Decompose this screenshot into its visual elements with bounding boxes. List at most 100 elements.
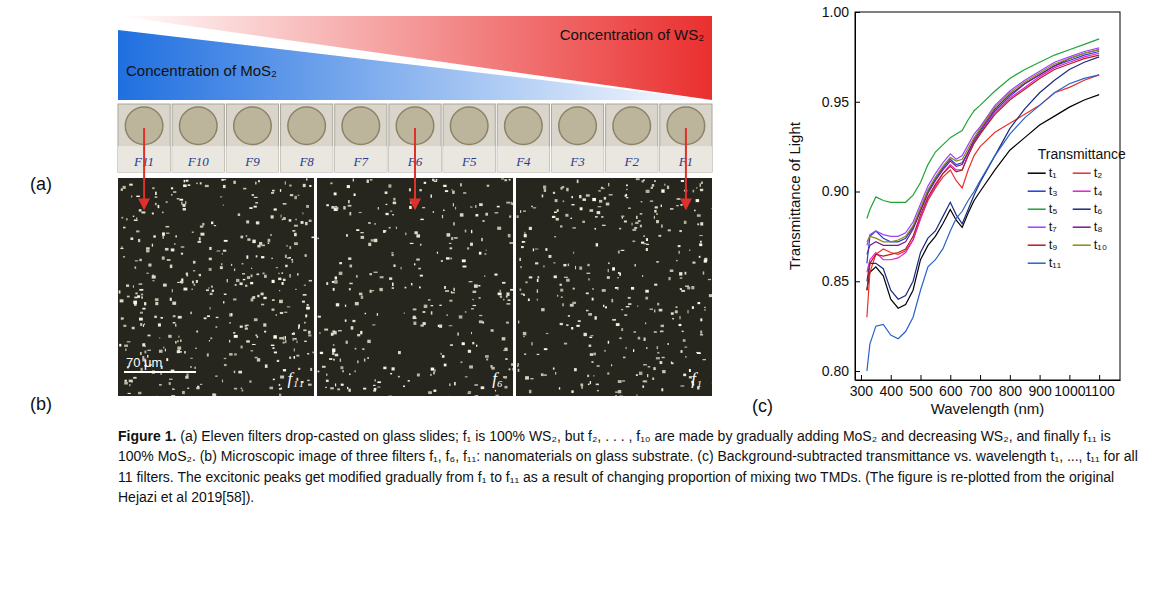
speckle (602, 225, 606, 226)
speckle (268, 239, 271, 242)
speckle (347, 387, 348, 389)
speckle (171, 194, 172, 196)
speckle (389, 396, 392, 397)
speckle (622, 380, 625, 381)
speckle (517, 215, 519, 218)
speckle (504, 386, 507, 389)
speckle (251, 268, 252, 269)
speckle (205, 185, 209, 187)
speckle (349, 283, 352, 284)
speckle (360, 331, 362, 334)
speckle (121, 217, 123, 219)
tick-label: 1100 (1085, 383, 1115, 399)
speckle (133, 301, 137, 304)
speckle (294, 348, 295, 351)
speckle (605, 306, 607, 308)
speckle (672, 318, 674, 319)
speckle (192, 281, 194, 284)
speckle (158, 205, 160, 208)
speckle (503, 376, 507, 378)
speckle (341, 384, 343, 386)
speckle (281, 388, 282, 390)
speckle (185, 201, 186, 204)
speckle (180, 339, 181, 341)
speckle (451, 237, 453, 240)
speckle (581, 386, 583, 389)
micrograph: f₁ (516, 178, 716, 399)
speckle (351, 326, 354, 329)
speckle (377, 387, 380, 388)
speckle (494, 274, 497, 276)
speckle (476, 345, 477, 347)
speckle (306, 178, 307, 180)
speckle (643, 179, 645, 180)
slide-glass (226, 104, 278, 172)
speckle (304, 322, 305, 324)
speckle (304, 285, 306, 286)
speckle (656, 220, 659, 223)
speckle (241, 388, 243, 389)
figure-canvas: Concentration of MoS₂Concentration of WS… (0, 0, 1153, 603)
speckle (562, 186, 564, 188)
speckle (468, 391, 471, 392)
speckle (289, 357, 291, 359)
speckle (283, 337, 284, 338)
speckle (687, 287, 690, 290)
speckle (510, 289, 513, 291)
speckle (431, 311, 433, 314)
speckle (661, 388, 663, 391)
speckle (708, 279, 711, 280)
speckle (414, 263, 415, 265)
speckle (357, 360, 358, 363)
tick-mark (855, 192, 860, 193)
speckle (468, 350, 471, 353)
legend-label: t₂ (1094, 165, 1103, 180)
speckle (656, 357, 660, 359)
speckle (465, 376, 468, 377)
speckle (147, 350, 150, 351)
speckle (560, 289, 563, 292)
speckle (136, 230, 140, 232)
speckle (419, 189, 422, 191)
speckle (367, 180, 369, 183)
speckle (654, 310, 655, 313)
speckle (270, 234, 272, 235)
speckle (541, 308, 544, 311)
speckle (618, 380, 622, 383)
slide-glass (551, 104, 603, 172)
speckle (455, 207, 456, 210)
speckle (276, 314, 277, 316)
speckle (400, 267, 401, 269)
speckle (524, 336, 525, 337)
speckle (146, 250, 150, 253)
speckle (565, 214, 568, 217)
legend-title: Transmittance (1038, 146, 1126, 162)
speckle (479, 252, 482, 255)
speckle (685, 356, 687, 357)
speckle (238, 371, 242, 374)
speckle (171, 248, 175, 251)
speckle (589, 345, 592, 347)
tick-label: 600 (939, 383, 963, 399)
speckle (348, 257, 351, 259)
speckle (506, 322, 509, 324)
speckle (181, 246, 185, 248)
speckle (502, 282, 505, 284)
speckle (378, 207, 379, 210)
speckle (553, 262, 555, 263)
speckle (573, 288, 575, 290)
speckle (580, 207, 583, 210)
speckle (140, 312, 143, 314)
speckle (304, 341, 307, 342)
speckle (223, 301, 224, 303)
speckle (373, 385, 376, 386)
speckle (280, 312, 283, 314)
speckle (330, 387, 334, 389)
speckle (183, 184, 187, 187)
speckle (621, 328, 623, 331)
speckle (556, 218, 559, 221)
speckle (340, 359, 341, 362)
speckle (487, 185, 490, 187)
speckle (593, 353, 596, 356)
speckle (166, 233, 170, 234)
